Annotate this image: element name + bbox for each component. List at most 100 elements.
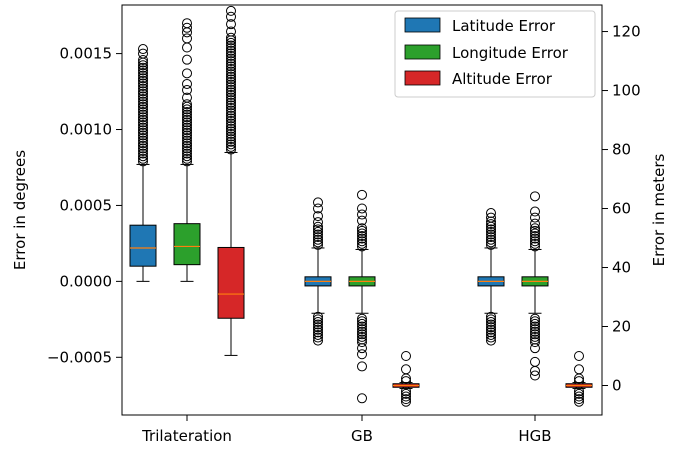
flier-point xyxy=(138,86,148,97)
flier-point xyxy=(357,238,367,249)
flier-point xyxy=(530,326,540,337)
flier-point xyxy=(182,109,192,120)
legend-swatch-latitude xyxy=(404,17,441,33)
flier-point xyxy=(138,96,148,107)
flier-point xyxy=(182,99,192,110)
flier-point xyxy=(530,316,540,327)
flier-point xyxy=(226,118,236,129)
flier-point xyxy=(226,40,236,51)
flier-point xyxy=(226,139,236,150)
flier-point xyxy=(138,112,148,123)
flier-point xyxy=(401,396,411,407)
flier-point xyxy=(182,153,192,164)
flier-point xyxy=(574,394,584,405)
box-iqr xyxy=(217,246,245,319)
flier-point xyxy=(138,75,148,86)
x-tick-label: Trilateration xyxy=(141,427,232,445)
flier-point xyxy=(357,343,367,354)
box-latitude-error-trilateration xyxy=(129,44,157,282)
box-longitude-error-hgb xyxy=(521,191,549,381)
flier-point xyxy=(138,65,148,76)
flier-point xyxy=(530,231,540,242)
flier-point xyxy=(226,79,236,90)
flier-point xyxy=(138,120,148,131)
flier-point xyxy=(182,78,192,89)
flier-point xyxy=(226,53,236,64)
flier-point xyxy=(138,151,148,162)
flier-point xyxy=(486,226,496,237)
flier-point xyxy=(182,135,192,146)
flier-point xyxy=(226,108,236,119)
right-tick-label: 120 xyxy=(612,23,641,41)
flier-point xyxy=(226,115,236,126)
flier-point xyxy=(138,138,148,149)
plot-frame xyxy=(121,4,603,416)
flier-point xyxy=(530,206,540,217)
box-longitude-error-trilateration xyxy=(173,18,201,282)
right-tick-label: 0 xyxy=(612,377,622,395)
box-altitude-error-trilateration xyxy=(217,5,245,356)
flier-point xyxy=(226,32,236,43)
flier-point xyxy=(182,130,192,141)
flier-point xyxy=(530,228,540,239)
flier-point xyxy=(530,223,540,234)
flier-point xyxy=(313,217,323,228)
flier-point xyxy=(313,224,323,235)
flier-point xyxy=(226,128,236,139)
flier-point xyxy=(226,56,236,67)
flier-point xyxy=(486,314,496,325)
flier-point xyxy=(138,55,148,66)
flier-point xyxy=(138,91,148,102)
flier-point xyxy=(401,394,411,405)
flier-point xyxy=(486,234,496,245)
flier-point xyxy=(357,236,367,247)
flier-point xyxy=(530,321,540,332)
left-axis-ticks: −0.0005 0.0000 0.0005 0.0010 0.0015 xyxy=(47,45,122,366)
flier-point xyxy=(530,225,540,236)
flier-point xyxy=(226,110,236,121)
flier-point xyxy=(226,76,236,87)
flier-point xyxy=(182,138,192,149)
flier-point xyxy=(182,18,192,29)
flier-point xyxy=(226,87,236,98)
flier-point xyxy=(138,62,148,73)
flier-point xyxy=(138,130,148,141)
flier-point xyxy=(182,120,192,131)
flier-point xyxy=(226,126,236,137)
flier-point xyxy=(486,327,496,338)
flier-point xyxy=(226,5,236,16)
flier-point xyxy=(138,104,148,115)
flier-point xyxy=(182,146,192,157)
box-altitude-error-hgb xyxy=(565,351,593,407)
flier-point xyxy=(226,48,236,59)
flier-point xyxy=(357,215,367,226)
flier-point xyxy=(486,316,496,327)
flier-point xyxy=(138,146,148,157)
flier-point xyxy=(530,343,540,354)
flier-point xyxy=(226,61,236,72)
flier-point xyxy=(357,231,367,242)
flier-point xyxy=(226,19,236,30)
flier-point xyxy=(182,143,192,154)
flier-point xyxy=(138,117,148,128)
flier-point xyxy=(313,314,323,325)
flier-point xyxy=(138,114,148,125)
flier-point xyxy=(401,364,411,375)
left-tick-label: 0.0005 xyxy=(60,196,113,214)
flier-point xyxy=(182,156,192,167)
left-tick-label: 0.0000 xyxy=(60,272,113,290)
flier-point xyxy=(226,66,236,77)
box-altitude-error-gb xyxy=(392,351,420,407)
flier-point xyxy=(357,233,367,244)
flier-point xyxy=(182,125,192,136)
flier-point xyxy=(138,88,148,99)
left-tick-label: −0.0005 xyxy=(47,348,112,366)
flier-point xyxy=(530,329,540,340)
flier-point xyxy=(486,212,496,223)
flier-point xyxy=(313,335,323,346)
box-iqr xyxy=(129,224,157,267)
flier-point xyxy=(313,197,323,208)
flier-point xyxy=(357,349,367,360)
flier-point xyxy=(182,148,192,159)
flier-point xyxy=(486,324,496,335)
